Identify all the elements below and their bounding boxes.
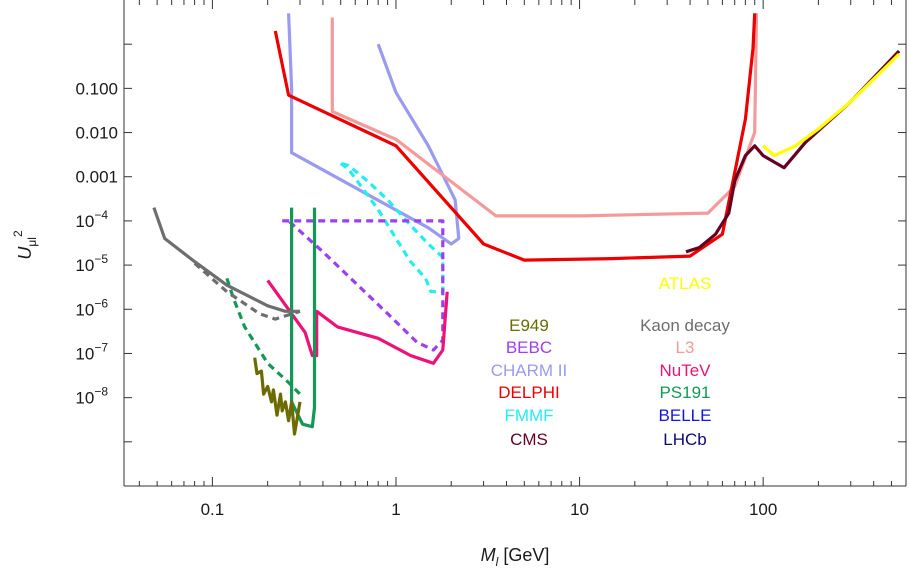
tick-labels: 0.1 1 10 100 0.100 0.010 0.001 10−4 10−5 10−6 10−7… bbox=[75, 79, 777, 519]
x-tick-label: 100 bbox=[749, 500, 777, 519]
series-l3 bbox=[330, 13, 759, 218]
axis-titles: Ml [GeV] Uμl2 bbox=[11, 230, 549, 569]
series-atlas bbox=[762, 52, 901, 158]
series-kaon-decay bbox=[152, 207, 300, 313]
legend-item-cms: CMS bbox=[510, 430, 548, 449]
x-tick-label: 10 bbox=[570, 500, 589, 519]
series-nutev bbox=[266, 279, 449, 365]
y-tick-label: 10−6 bbox=[75, 296, 108, 319]
plot-frame bbox=[123, 0, 907, 487]
x-tick-label: 1 bbox=[391, 500, 400, 519]
series-group bbox=[152, 13, 901, 436]
legend-item-e949: E949 bbox=[509, 316, 549, 335]
series-ps191-wide bbox=[290, 207, 317, 429]
legend-item-nutev: NuTeV bbox=[659, 361, 711, 380]
series-e949 bbox=[253, 357, 302, 436]
y-tick-label: 10−7 bbox=[75, 340, 108, 363]
y-tick-label: 0.010 bbox=[75, 124, 118, 143]
y-tick-label: 10−5 bbox=[75, 252, 108, 275]
y-tick-label: 0.100 bbox=[75, 79, 118, 98]
legend-item-atlas: ATLAS bbox=[659, 274, 712, 293]
series-kaon-decay-dashed bbox=[193, 262, 301, 321]
x-tick-label: 0.1 bbox=[201, 500, 225, 519]
series-bebc bbox=[282, 219, 445, 352]
legend-item-delphi: DELPHI bbox=[498, 383, 559, 402]
legend-item-lhcb: LHCb bbox=[663, 430, 706, 449]
y-tick-label: 10−4 bbox=[75, 208, 108, 231]
legend-item-belle: BELLE bbox=[659, 406, 712, 425]
y-tick-label: 10−8 bbox=[75, 385, 108, 408]
y-axis-title: Uμl2 bbox=[11, 230, 39, 260]
y-tick-label: 0.001 bbox=[75, 168, 118, 187]
axis-ticks bbox=[124, 0, 907, 486]
series-delphi bbox=[273, 13, 757, 262]
legend-item-charm-ii: CHARM II bbox=[491, 361, 568, 380]
x-axis-title: Ml [GeV] bbox=[481, 545, 550, 569]
legend-item-l3: L3 bbox=[676, 338, 695, 357]
legend: ATLAS E949 Kaon decay BEBC L3 CHARM II NuTeV DE… bbox=[491, 274, 731, 449]
legend-item-fmmf: FMMF bbox=[504, 406, 553, 425]
legend-item-ps191: PS191 bbox=[659, 383, 710, 402]
legend-item-kaon-decay: Kaon decay bbox=[640, 316, 730, 335]
series-charm-ii bbox=[287, 13, 461, 246]
series-cms bbox=[685, 49, 901, 254]
legend-item-bebc: BEBC bbox=[506, 338, 552, 357]
